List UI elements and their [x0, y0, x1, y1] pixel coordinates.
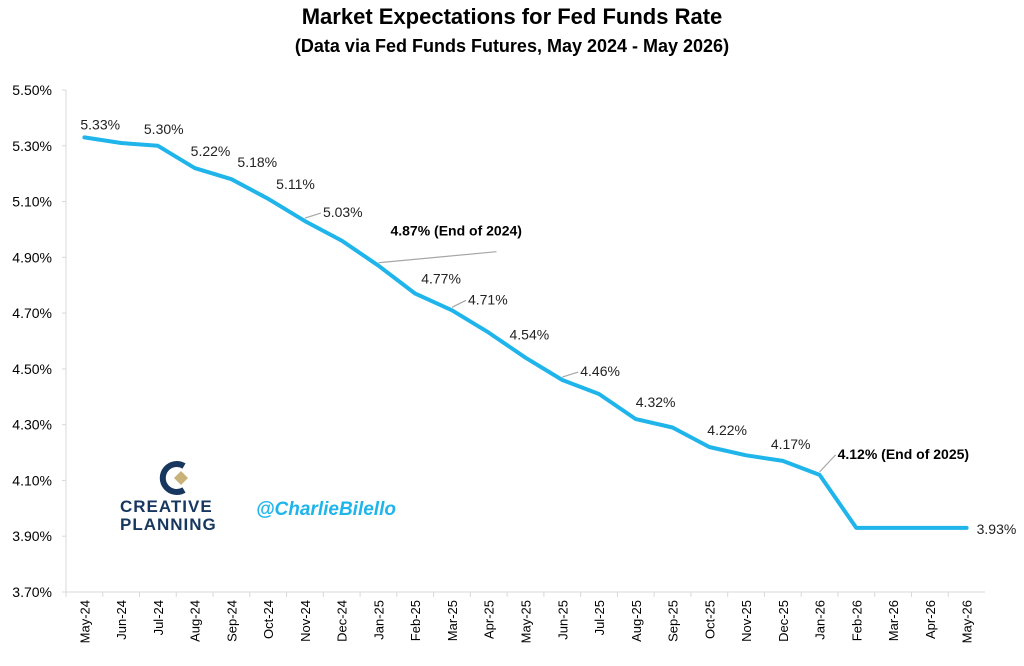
creative-planning-logo: CREATIVE PLANNING	[120, 461, 217, 534]
label-leader-line	[562, 371, 579, 378]
y-tick-label: 4.90%	[12, 249, 52, 265]
x-tick-label: Jul-24	[151, 600, 166, 635]
data-label: 4.17%	[771, 436, 811, 452]
chart-subtitle: (Data via Fed Funds Futures, May 2024 - …	[294, 36, 730, 56]
x-tick-label: Mar-25	[445, 600, 460, 641]
x-tick-label: May-24	[77, 600, 92, 643]
data-label: 4.22%	[707, 422, 747, 438]
x-tick-label: Jan-25	[371, 600, 386, 640]
x-tick-label: Oct-25	[702, 600, 717, 639]
chart-title: Market Expectations for Fed Funds Rate	[301, 4, 723, 29]
x-tick-label: Jan-26	[813, 600, 828, 640]
author-handle: @CharlieBilello	[256, 499, 396, 520]
x-tick-label: Aug-25	[629, 600, 644, 642]
series-group	[82, 135, 969, 530]
data-label: 3.93%	[977, 521, 1017, 537]
x-tick-label: Nov-24	[298, 600, 313, 642]
logo-mark-icon	[159, 461, 188, 495]
x-tick-label: Jul-25	[592, 600, 607, 635]
data-label: 5.11%	[276, 176, 315, 192]
rate-series-line	[82, 135, 969, 530]
label-leader-line	[451, 299, 467, 308]
x-tick-label: Sep-24	[224, 600, 239, 642]
x-tick-label: Sep-25	[666, 600, 681, 642]
data-label: 4.71%	[468, 291, 508, 307]
data-labels: 5.33% 5.30% 5.22% 5.18% 5.11% 5.03% 4.87% (End…	[80, 116, 1016, 536]
data-label: 4.77%	[421, 271, 461, 287]
label-leader-lines	[304, 212, 837, 473]
y-tick-label: 3.70%	[12, 584, 52, 600]
data-label: 4.32%	[636, 394, 676, 410]
y-tick-label: 4.50%	[12, 361, 52, 377]
logo-text-line2: PLANNING	[120, 515, 217, 534]
y-tick-label: 4.10%	[12, 472, 52, 488]
chart-axes	[65, 90, 985, 593]
data-label: 5.18%	[237, 154, 277, 170]
data-label: 4.46%	[580, 363, 620, 379]
x-tick-label: Dec-25	[776, 600, 791, 642]
y-tick-label: 5.10%	[12, 194, 52, 210]
x-tick-label: Aug-24	[188, 600, 203, 642]
data-label: 4.12% (End of 2025)	[838, 446, 970, 462]
x-tick-label: Feb-26	[849, 600, 864, 641]
logo-text-line1: CREATIVE	[120, 497, 213, 516]
label-leader-line	[304, 212, 322, 219]
data-label: 5.22%	[191, 143, 231, 159]
x-tick-label: May-25	[519, 600, 534, 643]
x-tick-label: Jun-25	[555, 600, 570, 640]
y-tick-label: 5.30%	[12, 138, 52, 154]
y-axis-ticks: 3.70% 3.90% 4.10% 4.30% 4.50% 4.70% 4.90% 5.10%…	[12, 82, 66, 600]
x-tick-label: Feb-25	[408, 600, 423, 641]
y-tick-label: 3.90%	[12, 528, 52, 544]
x-tick-label: Mar-26	[886, 600, 901, 641]
y-tick-label: 5.50%	[12, 82, 52, 98]
x-tick-label: Apr-26	[923, 600, 938, 639]
x-tick-label: Apr-25	[482, 600, 497, 639]
data-label: 4.87% (End of 2024)	[390, 223, 521, 239]
x-tick-label: Oct-24	[261, 600, 276, 639]
x-tick-label: Nov-25	[739, 600, 754, 642]
label-leader-line	[378, 251, 497, 264]
y-tick-label: 4.70%	[12, 305, 52, 321]
label-leader-line	[819, 454, 837, 473]
x-tick-label: Dec-24	[335, 600, 350, 642]
data-label: 5.30%	[144, 121, 184, 137]
y-tick-label: 4.30%	[12, 417, 52, 433]
data-label: 5.33%	[80, 116, 120, 132]
x-tick-label: May-26	[960, 600, 975, 643]
data-label: 5.03%	[323, 204, 363, 220]
x-tick-label: Jun-24	[114, 600, 129, 640]
x-axis-ticks: May-24 Jun-24 Jul-24 Aug-24 Sep-24 Oct-24 Nov-…	[65, 592, 975, 643]
data-label: 4.54%	[510, 327, 550, 343]
